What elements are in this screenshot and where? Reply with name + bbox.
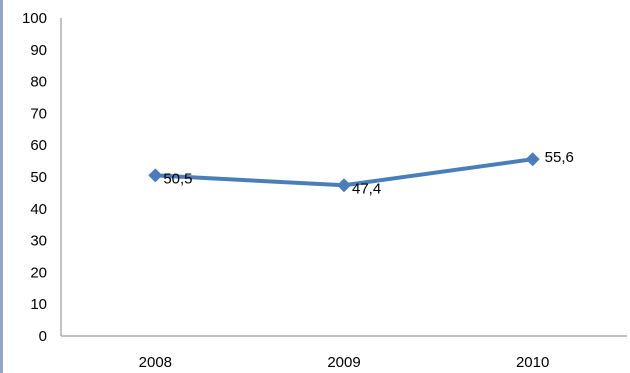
y-tick-label: 20 [30,264,47,281]
left-border [0,0,3,373]
y-tick-label: 100 [22,10,47,27]
series-group: 50,5 47,4 55,6 [148,149,574,197]
x-tick-label: 2009 [327,354,360,371]
data-label: 47,4 [352,180,381,197]
data-label: 50,5 [163,170,192,187]
y-axis-tick-labels: 0 10 20 30 40 50 60 70 80 90 100 [22,10,47,345]
y-tick-label: 40 [30,201,47,218]
x-tick-label: 2008 [139,354,172,371]
y-tick-label: 80 [30,74,47,91]
data-point-marker [525,152,540,167]
y-tick-label: 30 [30,233,47,250]
y-tick-label: 0 [39,328,47,345]
y-tick-label: 90 [30,42,47,59]
y-tick-label: 70 [30,105,47,122]
data-point-marker [148,168,163,183]
data-point-marker [337,178,351,193]
x-tick-label: 2010 [516,354,549,371]
x-axis-tick-labels: 2008 2009 2010 [139,354,550,371]
y-tick-label: 10 [30,296,47,313]
y-tick-label: 50 [30,169,47,186]
y-tick-label: 60 [30,137,47,154]
data-label: 55,6 [545,149,574,166]
